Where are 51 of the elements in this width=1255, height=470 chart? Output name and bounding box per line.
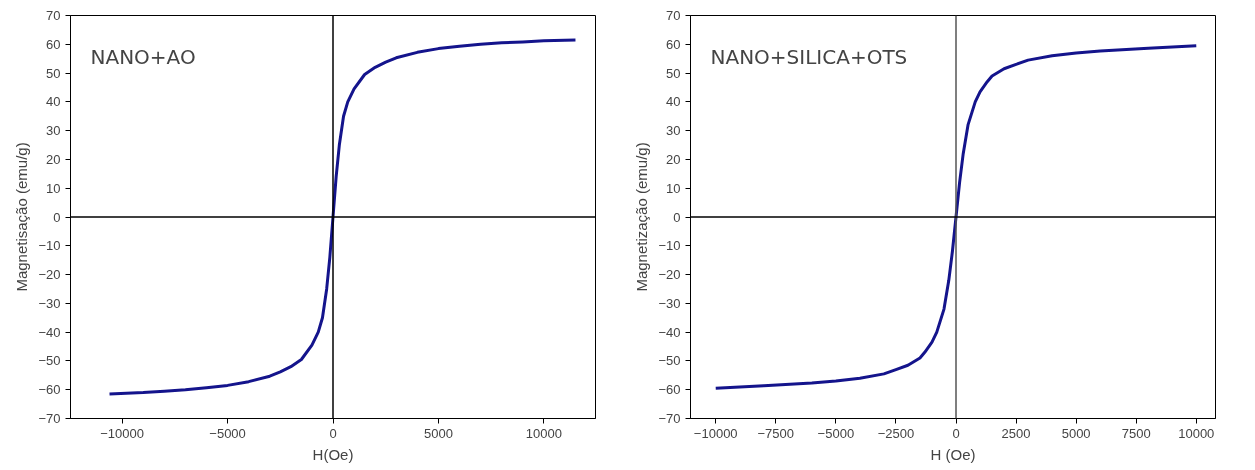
y-tick-label: 70 — [46, 8, 61, 23]
y-tick-label: −60 — [38, 382, 61, 398]
y-tick-label: 60 — [46, 36, 61, 52]
x-tick-label: −2500 — [877, 425, 915, 441]
y-tick-label: 50 — [46, 65, 61, 81]
y-axis-title: Magnetisação (emu/g) — [13, 142, 31, 292]
x-tick-label: −7500 — [757, 425, 795, 441]
y-tick-label: 30 — [46, 123, 61, 139]
y-tick-label: −10 — [38, 238, 61, 254]
x-tick-label: 5000 — [423, 425, 453, 441]
annotation: NANO+SILICA+OTS — [710, 44, 908, 69]
x-tick-label: 2500 — [1001, 425, 1031, 441]
annotation: NANO+AO — [90, 44, 196, 69]
y-tick-label: 50 — [666, 65, 681, 81]
y-tick-label: −30 — [38, 295, 61, 311]
y-tick-label: 30 — [666, 123, 681, 139]
y-axis-title: Magnetização (emu/g) — [633, 142, 651, 292]
y-tick-label: −40 — [38, 324, 61, 340]
x-tick-label: −10000 — [100, 425, 145, 441]
y-tick-label: 20 — [46, 151, 61, 167]
y-tick-label: −40 — [658, 324, 681, 340]
x-tick-label: 10000 — [525, 425, 562, 441]
y-tick-label: 0 — [673, 209, 681, 225]
x-tick-label: −5000 — [209, 425, 246, 441]
y-tick-label: −20 — [38, 267, 61, 283]
x-tick-label: 10000 — [1178, 425, 1215, 441]
x-axis-title: H(Oe) — [312, 445, 354, 463]
y-tick-label: −10 — [658, 238, 681, 254]
y-tick-label: −50 — [38, 353, 61, 369]
y-tick-label: −20 — [658, 267, 681, 283]
y-tick-label: −70 — [658, 411, 681, 426]
y-tick-label: −60 — [658, 382, 681, 398]
y-tick-label: −50 — [658, 353, 681, 369]
y-tick-label: 20 — [666, 151, 681, 167]
x-axis-title: H (Oe) — [930, 445, 976, 463]
x-tick-label: 0 — [329, 425, 337, 441]
y-tick-label: −30 — [658, 295, 681, 311]
x-tick-label: 5000 — [1061, 425, 1091, 441]
y-tick-label: 40 — [46, 94, 61, 110]
x-tick-label: −10000 — [693, 425, 738, 441]
y-tick-label: 60 — [666, 36, 681, 52]
y-tick-label: −70 — [38, 411, 61, 426]
y-tick-label: 10 — [46, 180, 61, 196]
x-tick-label: −5000 — [817, 425, 855, 441]
line-series — [714, 44, 1198, 390]
y-tick-label: 40 — [666, 94, 681, 110]
y-tick-label: 70 — [666, 8, 681, 23]
x-tick-label: 0 — [952, 425, 960, 441]
x-tick-label: 7500 — [1121, 425, 1151, 441]
y-tick-label: 10 — [666, 180, 681, 196]
y-tick-label: 0 — [53, 209, 61, 225]
